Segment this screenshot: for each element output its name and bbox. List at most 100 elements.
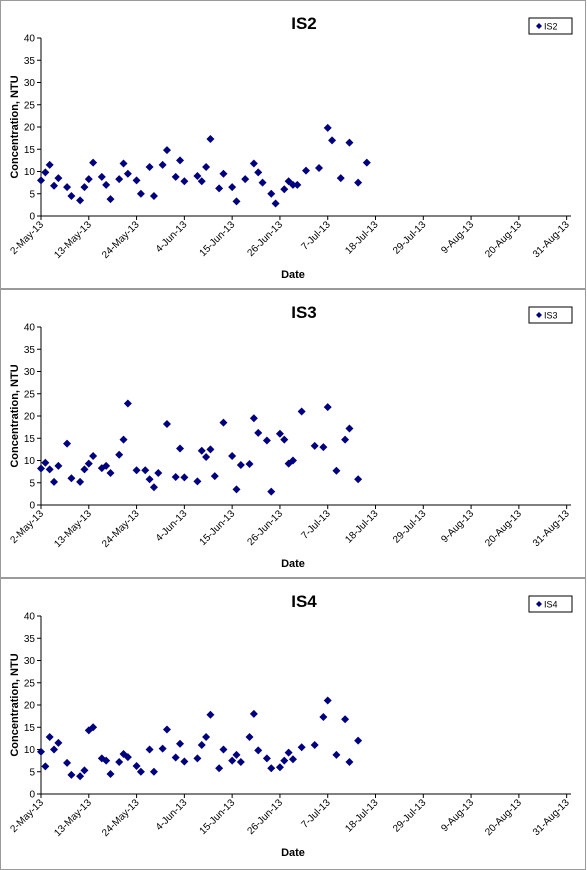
data-point — [323, 123, 332, 132]
data-point — [267, 487, 276, 496]
data-point — [197, 446, 206, 455]
y-tick-label: 30 — [24, 78, 36, 89]
x-tick-label: 24-May-13 — [100, 508, 142, 550]
data-point — [45, 160, 54, 169]
data-point — [102, 756, 111, 765]
data-point — [288, 456, 297, 465]
y-tick-label: 15 — [24, 145, 36, 156]
x-tick-label: 20-Aug-13 — [483, 219, 524, 260]
data-point — [119, 159, 128, 168]
data-point — [267, 189, 276, 198]
data-point — [280, 435, 289, 444]
data-point — [232, 485, 241, 494]
y-tick-label: 35 — [24, 56, 36, 67]
x-tick-label: 24-May-13 — [100, 797, 142, 839]
data-point — [228, 183, 237, 192]
data-point — [154, 468, 163, 477]
data-point — [89, 158, 98, 167]
data-point — [193, 171, 202, 180]
data-point — [328, 136, 337, 145]
data-point — [115, 757, 124, 766]
data-point — [171, 753, 180, 762]
data-point — [132, 466, 141, 475]
data-point — [241, 175, 250, 184]
data-point — [332, 466, 341, 475]
data-point — [202, 163, 211, 172]
data-point — [149, 483, 158, 492]
x-tick-label: 29-Jul-13 — [391, 508, 429, 546]
data-point — [232, 750, 241, 759]
data-point — [354, 178, 363, 187]
data-point — [193, 477, 202, 486]
data-point — [206, 445, 215, 454]
data-point — [354, 736, 363, 745]
data-point — [119, 749, 128, 758]
data-point — [284, 748, 293, 757]
y-tick-label: 20 — [24, 412, 36, 423]
data-point — [102, 461, 111, 470]
x-tick-label: 9-Aug-13 — [439, 219, 476, 256]
x-axis-title: Date — [281, 269, 305, 281]
x-tick-label: 15-Jun-13 — [198, 797, 238, 837]
x-tick-label: 20-Aug-13 — [483, 508, 524, 549]
data-point — [54, 174, 63, 183]
data-point — [288, 755, 297, 764]
legend-label: IS4 — [544, 600, 558, 610]
x-tick-label: 4-Jun-13 — [154, 797, 190, 833]
data-point — [258, 178, 267, 187]
legend-box — [528, 306, 573, 324]
chart-is2: IS2 0 5 10 15 20 25 30 35 40 2-May-13 13-May-13 24-M… — [8, 14, 573, 281]
data-point — [319, 443, 328, 452]
data-point — [158, 744, 167, 753]
data-point — [215, 764, 224, 773]
x-tick-label: 26-Jun-13 — [245, 219, 285, 259]
y-tick-label: 15 — [24, 723, 36, 734]
legend-box — [528, 595, 573, 613]
x-tick-label: 29-Jul-13 — [391, 219, 429, 257]
y-axis-title: Concentration, NTU — [9, 75, 21, 178]
data-point — [41, 458, 50, 467]
data-point — [215, 184, 224, 193]
legend-marker — [536, 23, 542, 29]
y-tick-label: 5 — [29, 189, 35, 200]
y-tick-label: 25 — [24, 100, 36, 111]
data-point — [145, 745, 154, 754]
data-point — [145, 163, 154, 172]
data-point — [302, 166, 310, 175]
x-axis-title: Date — [281, 558, 305, 570]
x-tick-label: 7-Jul-13 — [300, 219, 334, 253]
y-tick-label: 10 — [24, 456, 36, 467]
y-tick-label: 25 — [24, 389, 36, 400]
data-point — [236, 757, 245, 766]
data-point — [149, 767, 158, 776]
data-point — [41, 762, 50, 771]
chart-is4: IS4 0 5 10 15 20 25 30 35 40 2-May-13 13-May-13 24-M… — [8, 592, 573, 859]
data-point — [315, 163, 324, 172]
legend-marker — [536, 601, 542, 607]
data-point — [254, 428, 263, 437]
y-tick-label: 0 — [29, 501, 35, 512]
x-tick-label: 4-Jun-13 — [154, 219, 190, 255]
x-tick-label: 15-Jun-13 — [198, 508, 238, 548]
y-tick-label: 5 — [29, 767, 35, 778]
data-point — [97, 754, 106, 763]
data-point — [76, 772, 85, 781]
x-tick-label: 26-Jun-13 — [245, 508, 285, 548]
data-point — [297, 743, 306, 752]
y-tick-label: 25 — [24, 678, 36, 689]
y-tick-label: 0 — [29, 212, 35, 223]
x-tick-label: 31-Aug-13 — [531, 219, 572, 260]
data-point — [106, 195, 115, 204]
data-point — [280, 756, 289, 765]
data-point — [76, 196, 85, 205]
data-point — [80, 465, 89, 474]
x-tick-label: 13-May-13 — [52, 219, 94, 261]
chart-panel-is3: IS3 0 5 10 15 20 25 30 35 40 2-May-13 13-May-13 24-M… — [0, 289, 586, 578]
data-point — [97, 172, 106, 181]
data-point — [149, 191, 158, 200]
x-tick-label: 18-Jul-13 — [343, 219, 381, 257]
data-point — [206, 710, 215, 719]
x-tick-label: 26-Jun-13 — [245, 797, 285, 837]
data-point — [50, 745, 59, 754]
data-point — [54, 461, 63, 470]
